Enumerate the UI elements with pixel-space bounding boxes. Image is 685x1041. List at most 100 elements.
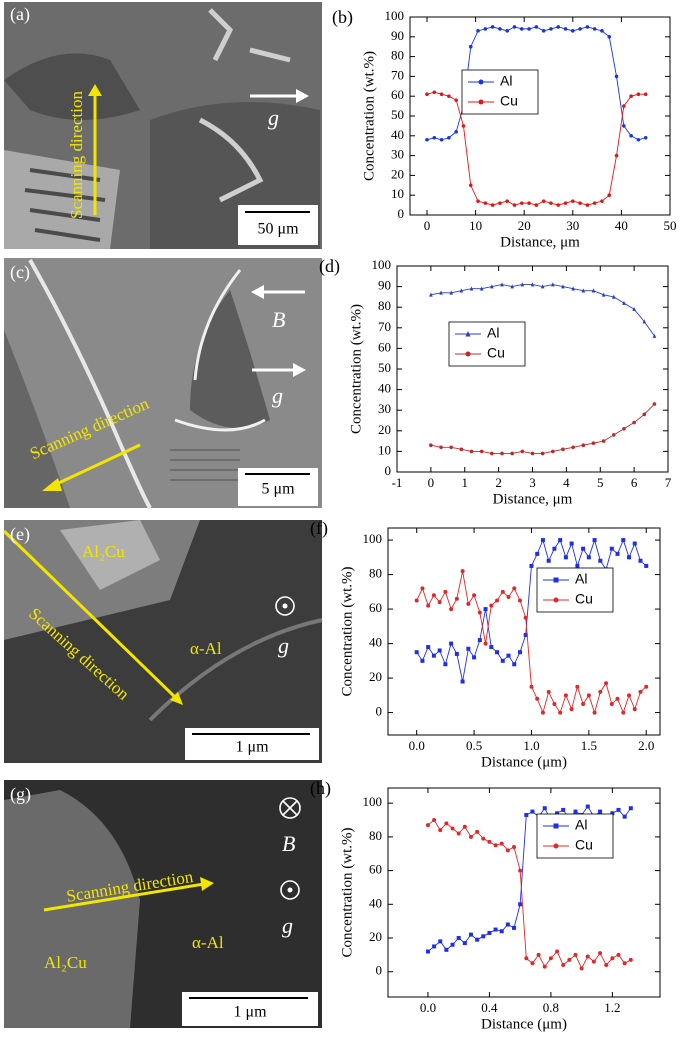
marker: [642, 319, 647, 324]
marker: [500, 282, 504, 287]
marker: [575, 684, 580, 689]
marker: [581, 288, 586, 293]
marker: [586, 693, 591, 698]
marker: [414, 650, 419, 655]
marker: [477, 610, 482, 615]
marker: [520, 282, 525, 287]
marker: [571, 199, 575, 203]
y-tick-label: 20: [369, 669, 382, 684]
legend-box: [536, 567, 614, 613]
y-tick-label: 50: [391, 107, 404, 122]
x-tick-label: 0.4: [481, 1000, 498, 1015]
marker: [652, 333, 657, 338]
x-tick-label: 7: [665, 475, 672, 490]
marker: [472, 655, 477, 660]
marker: [569, 707, 574, 712]
marker: [483, 607, 488, 612]
marker: [506, 653, 511, 658]
x-tick-label: 30: [566, 218, 579, 233]
legend-box: [448, 321, 526, 367]
y-axis-label: Concentration (wt.%): [348, 304, 364, 434]
y-axis-label: Concentration (wt.%): [339, 828, 355, 958]
panel-label: (d): [319, 256, 340, 277]
marker: [551, 282, 555, 287]
marker: [479, 449, 484, 454]
marker: [542, 806, 547, 811]
y-tick-label: 90: [378, 278, 391, 293]
marker: [468, 834, 473, 839]
marker: [636, 92, 641, 97]
vector-label: B: [272, 307, 285, 332]
marker: [561, 447, 565, 452]
marker: [600, 29, 604, 33]
marker: [601, 292, 606, 297]
x-tick-label: 1.0: [523, 738, 539, 753]
marker: [530, 961, 535, 966]
x-tick-label: 1.2: [604, 1000, 620, 1015]
marker: [615, 551, 620, 556]
marker: [561, 284, 565, 289]
marker: [495, 650, 500, 655]
y-tick-label: 0: [398, 206, 405, 221]
marker: [426, 603, 431, 608]
marker: [578, 201, 582, 205]
marker: [500, 451, 504, 456]
marker: [449, 445, 454, 450]
marker: [610, 811, 615, 816]
marker: [520, 449, 525, 454]
marker: [461, 124, 466, 128]
x-tick-label: 2.0: [638, 738, 654, 753]
marker: [571, 29, 575, 33]
marker: [552, 701, 557, 706]
marker: [563, 693, 568, 698]
x-tick-label: 0.8: [543, 1000, 559, 1015]
marker: [483, 641, 488, 646]
marker: [518, 902, 523, 907]
marker: [487, 839, 492, 844]
marker: [519, 27, 524, 31]
marker: [527, 27, 531, 31]
y-tick-label: 80: [369, 566, 382, 581]
marker: [505, 848, 510, 853]
y-tick-label: 70: [378, 319, 391, 334]
marker: [581, 443, 586, 448]
marker: [505, 199, 509, 203]
y-tick-label: 30: [378, 401, 391, 416]
marker: [512, 203, 517, 207]
marker: [553, 823, 559, 829]
y-tick-label: 40: [369, 635, 382, 650]
marker: [425, 92, 429, 97]
y-tick-label: 90: [391, 28, 404, 43]
y-tick-label: 100: [363, 531, 383, 546]
x-tick-label: 5: [597, 475, 604, 490]
marker: [478, 99, 484, 105]
y-tick-label: 40: [391, 127, 404, 142]
x-axis-label: Distance, μm: [500, 234, 580, 250]
x-tick-label: 2: [495, 475, 502, 490]
marker: [540, 710, 545, 715]
marker: [462, 941, 467, 946]
marker: [541, 199, 546, 203]
marker: [627, 693, 632, 698]
marker: [527, 201, 531, 205]
marker: [586, 555, 591, 560]
plot-frame: [387, 787, 661, 998]
marker: [456, 936, 461, 941]
y-tick-label: 100: [363, 794, 383, 809]
y-tick-label: 10: [391, 186, 404, 201]
marker: [636, 137, 641, 142]
marker: [540, 284, 545, 289]
marker: [571, 445, 575, 450]
marker: [627, 555, 632, 560]
marker: [459, 288, 464, 293]
marker: [643, 135, 648, 140]
marker: [469, 286, 474, 291]
marker: [476, 29, 480, 33]
marker: [439, 290, 443, 295]
x-tick-label: 50: [664, 218, 677, 233]
phase-label: α-Al: [190, 639, 222, 658]
marker: [449, 641, 454, 646]
marker: [529, 563, 534, 568]
marker: [632, 707, 637, 712]
marker: [581, 546, 586, 551]
